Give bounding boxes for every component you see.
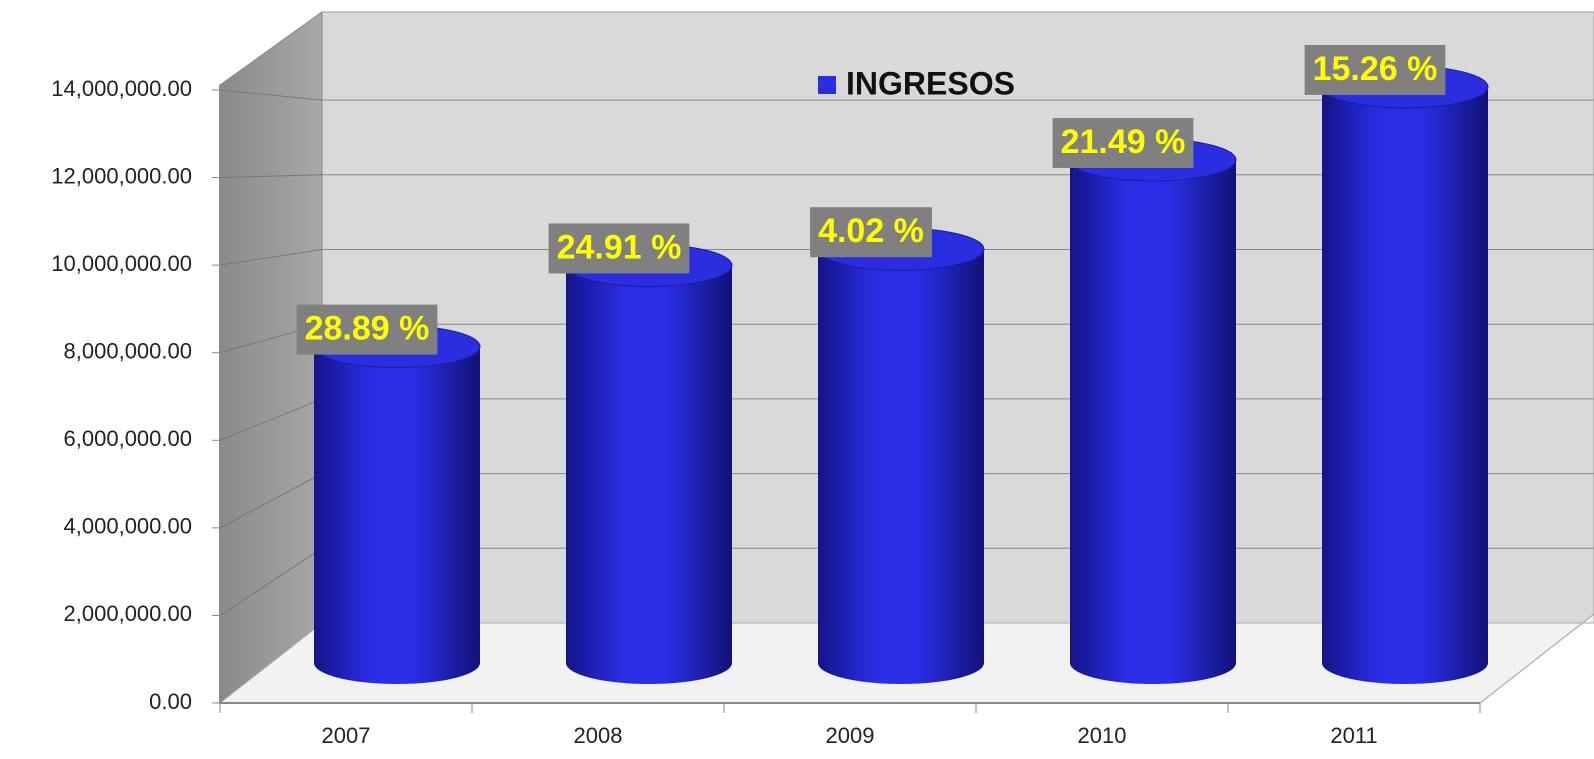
x-tick-label: 2011 (1330, 723, 1377, 748)
data-label: 4.02 % (810, 207, 932, 258)
cylinder (1321, 65, 1489, 684)
bar (1322, 86, 1488, 663)
cylinder (565, 243, 733, 684)
y-tick-label: 14,000,000.00 (51, 76, 192, 101)
y-tick-label: 4,000,000.00 (64, 514, 192, 539)
grid-line (219, 249, 323, 266)
data-label-box (548, 223, 690, 274)
bar (818, 249, 984, 664)
data-label: 28.89 % (296, 304, 438, 355)
bar (566, 265, 732, 663)
x-tick-label: 2009 (826, 723, 875, 748)
data-label-box (1052, 117, 1194, 168)
grid-line (219, 174, 323, 179)
data-label-box (810, 207, 932, 258)
data-label-box (1304, 44, 1446, 95)
data-label: 21.49 % (1052, 117, 1194, 168)
y-tick-label: 2,000,000.00 (64, 601, 192, 626)
data-label-text: 24.91 % (557, 228, 682, 266)
floor-edge (1479, 613, 1594, 704)
grid-line (219, 473, 323, 529)
legend-swatch (818, 76, 836, 94)
data-label-text: 4.02 % (818, 212, 924, 250)
data-label-text: 21.49 % (1061, 123, 1186, 161)
grid-line (219, 398, 323, 441)
grid-line (219, 547, 323, 616)
data-label: 24.91 % (548, 223, 690, 274)
legend-label: INGRESOS (846, 65, 1015, 101)
x-tick-label: 2010 (1078, 723, 1127, 748)
legend: INGRESOS (818, 65, 1015, 101)
bar (1070, 159, 1236, 663)
bar (314, 346, 480, 663)
x-tick-label: 2008 (574, 723, 623, 748)
x-tick-label: 2007 (322, 723, 371, 748)
data-label: 15.26 % (1304, 44, 1446, 95)
cylinder (313, 325, 481, 684)
data-label-box (296, 304, 438, 355)
side-wall (219, 11, 323, 705)
y-tick-label: 10,000,000.00 (51, 251, 192, 276)
cylinder (817, 227, 985, 684)
y-tick-label: 6,000,000.00 (64, 426, 192, 451)
y-tick-label: 0.00 (149, 689, 192, 714)
grid-line (219, 89, 323, 101)
data-label-text: 28.89 % (305, 310, 430, 348)
cylinder (1069, 138, 1237, 684)
data-label-text: 15.26 % (1313, 50, 1438, 88)
y-tick-label: 12,000,000.00 (51, 163, 192, 188)
y-tick-label: 8,000,000.00 (64, 339, 192, 364)
